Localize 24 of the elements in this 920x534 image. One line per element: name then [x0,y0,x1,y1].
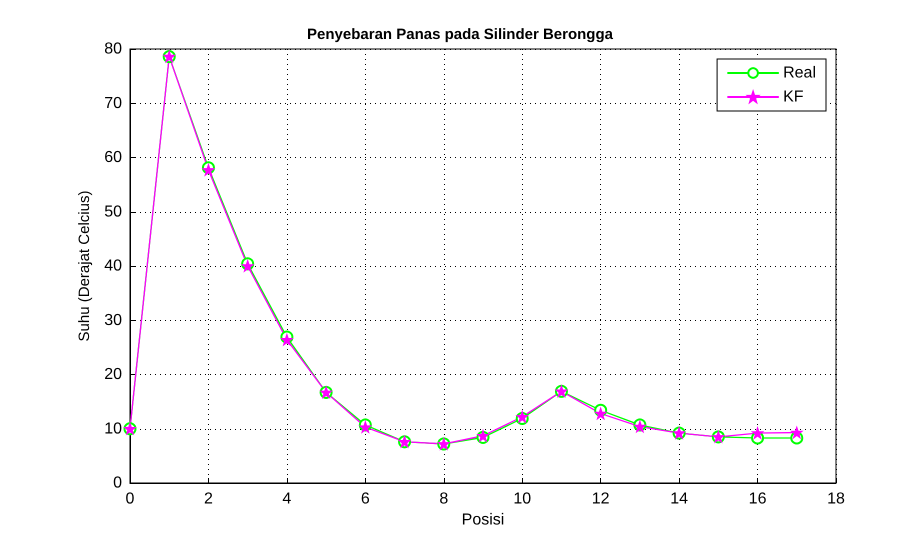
y-tick-label: 70 [104,94,122,112]
x-tick-label: 12 [592,490,610,508]
legend-label: KF [783,88,804,106]
x-tick-label: 10 [513,490,532,508]
y-tick-label: 20 [104,366,122,383]
x-tick-label: 14 [670,490,688,508]
y-axis-title: Suhu (Derajat Celcius) [76,190,93,342]
x-tick-label: 2 [204,490,213,508]
y-tick-label: 10 [104,420,122,438]
y-tick-label: 40 [104,258,122,274]
x-tick-label: 18 [827,490,845,508]
y-tick-label: 0 [113,474,122,492]
x-tick-label: 4 [282,490,292,508]
x-tick-label: 16 [748,490,767,508]
x-tick-label: 6 [360,490,370,508]
x-tick-label: 8 [439,490,448,508]
x-axis-title: Posisi [462,511,504,528]
legend-label: Real [783,64,816,82]
y-tick-label: 80 [104,40,122,58]
y-tick-label: 30 [104,312,122,329]
y-tick-label: 50 [104,203,122,220]
y-tick-label: 60 [104,149,122,166]
chart-title: Penyebaran Panas pada Silinder Berongga [307,26,614,43]
x-tick-label: 0 [126,490,135,508]
